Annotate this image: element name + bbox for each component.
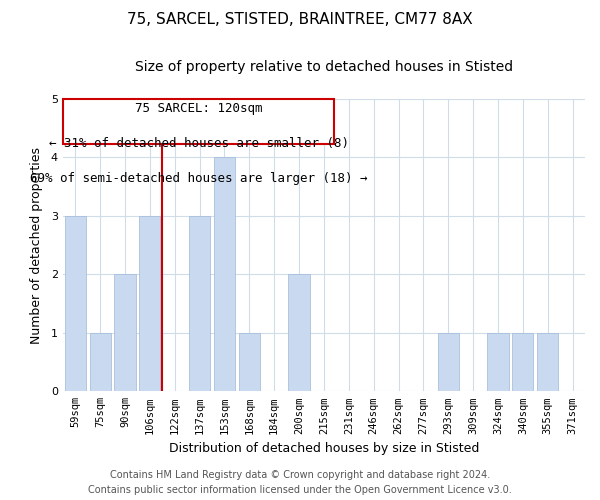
Text: Contains HM Land Registry data © Crown copyright and database right 2024.
Contai: Contains HM Land Registry data © Crown c… bbox=[88, 470, 512, 495]
Bar bbox=[89, 333, 111, 392]
Y-axis label: Number of detached properties: Number of detached properties bbox=[29, 146, 43, 344]
Bar bbox=[487, 333, 509, 392]
Text: 75, SARCEL, STISTED, BRAINTREE, CM77 8AX: 75, SARCEL, STISTED, BRAINTREE, CM77 8AX bbox=[127, 12, 473, 28]
X-axis label: Distribution of detached houses by size in Stisted: Distribution of detached houses by size … bbox=[169, 442, 479, 455]
Bar bbox=[115, 274, 136, 392]
Bar bbox=[537, 333, 558, 392]
Text: 75 SARCEL: 120sqm: 75 SARCEL: 120sqm bbox=[135, 102, 262, 114]
Title: Size of property relative to detached houses in Stisted: Size of property relative to detached ho… bbox=[135, 60, 513, 74]
Bar bbox=[189, 216, 210, 392]
Text: 69% of semi-detached houses are larger (18) →: 69% of semi-detached houses are larger (… bbox=[30, 172, 367, 185]
Bar bbox=[239, 333, 260, 392]
FancyBboxPatch shape bbox=[63, 99, 334, 144]
Bar bbox=[65, 216, 86, 392]
Bar bbox=[214, 158, 235, 392]
Bar bbox=[139, 216, 160, 392]
Bar bbox=[437, 333, 459, 392]
Bar bbox=[512, 333, 533, 392]
Bar bbox=[289, 274, 310, 392]
Text: ← 31% of detached houses are smaller (8): ← 31% of detached houses are smaller (8) bbox=[49, 137, 349, 150]
